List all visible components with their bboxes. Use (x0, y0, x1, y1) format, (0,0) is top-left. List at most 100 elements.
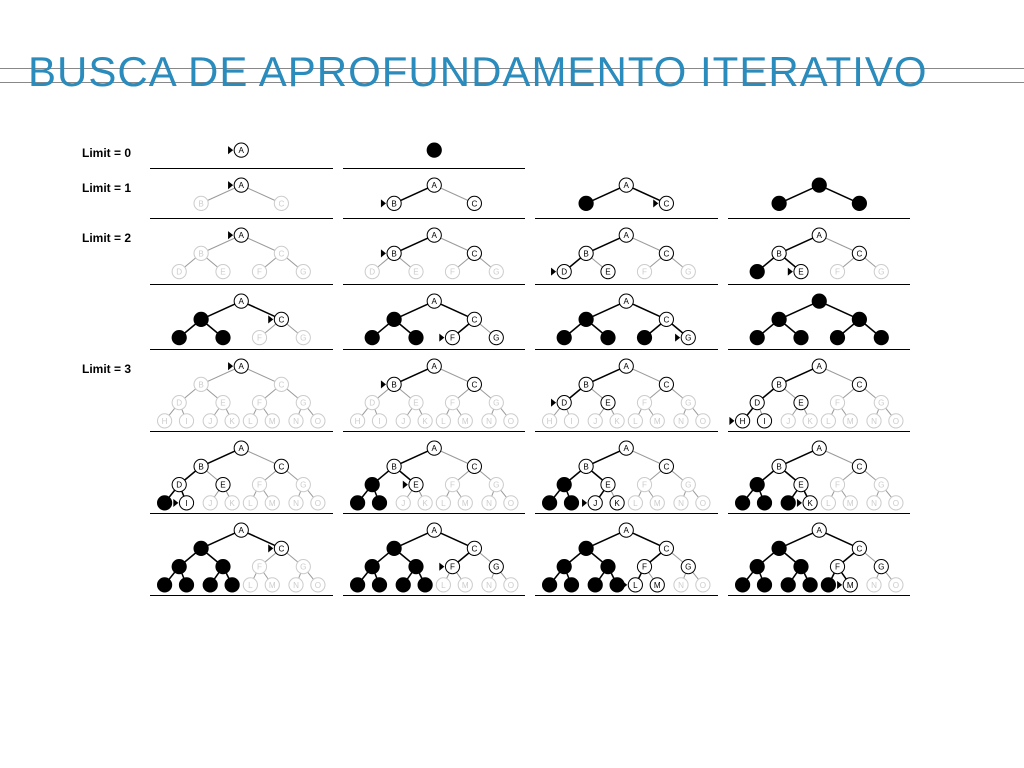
svg-text:E: E (413, 399, 419, 408)
svg-text:J: J (786, 417, 790, 426)
limit-label: Limit = 0 (82, 140, 150, 160)
svg-text:O: O (315, 417, 321, 426)
panel-underline (343, 218, 526, 219)
tree-panel: ACG (535, 291, 718, 351)
svg-text:D: D (176, 481, 182, 490)
panel-underline (728, 513, 911, 514)
svg-text:K: K (807, 417, 813, 426)
diagram-row: ACFGACFGACG (140, 291, 910, 351)
panel-underline (343, 595, 526, 596)
svg-text:A: A (431, 527, 437, 536)
tree-svg: ACFG (343, 291, 526, 348)
panel-underline (728, 595, 911, 596)
svg-text:F: F (835, 268, 840, 277)
svg-text:O: O (700, 581, 706, 590)
panel-underline (535, 349, 718, 350)
svg-text:A: A (431, 445, 437, 454)
svg-text:L: L (248, 581, 253, 590)
diagram-row: ABCDEFGIJKLMNOABCEFGJKLMNOABCEFGJKLMNOAB… (140, 438, 910, 514)
svg-text:D: D (561, 268, 567, 277)
svg-text:A: A (624, 363, 630, 372)
tree-svg: ABCDEFG (150, 225, 333, 282)
svg-text:M: M (461, 417, 468, 426)
svg-text:E: E (220, 399, 226, 408)
svg-text:F: F (257, 481, 262, 490)
panel-underline (150, 168, 333, 169)
svg-text:B: B (583, 249, 588, 258)
tree-panel: ABCDEFGHIJKLMNO (150, 356, 333, 432)
tree-panel (728, 291, 911, 351)
tree-panel: ACFGLMNO (150, 520, 333, 596)
svg-text:A: A (431, 231, 437, 240)
svg-text:K: K (422, 499, 428, 508)
svg-text:N: N (678, 581, 684, 590)
tree-svg: ACFGMNO (728, 520, 911, 593)
tree-panel: ABCDEFGHIJKLMNO (535, 356, 718, 432)
diagram-row: Limit = 0A (140, 140, 910, 169)
limit-label (82, 291, 150, 297)
svg-text:F: F (257, 563, 262, 572)
svg-text:G: G (685, 481, 691, 490)
svg-text:K: K (614, 417, 620, 426)
svg-text:L: L (441, 417, 446, 426)
svg-text:J: J (208, 417, 212, 426)
svg-text:D: D (369, 268, 375, 277)
svg-text:G: G (493, 333, 499, 342)
svg-text:G: G (685, 268, 691, 277)
svg-text:A: A (431, 363, 437, 372)
svg-text:L: L (826, 499, 831, 508)
svg-text:H: H (547, 417, 553, 426)
svg-text:A: A (239, 445, 245, 454)
svg-text:B: B (391, 200, 396, 209)
tree-panel: ABCDEFGIJKLMNO (150, 438, 333, 514)
svg-text:F: F (450, 481, 455, 490)
svg-text:L: L (248, 417, 253, 426)
svg-text:B: B (198, 381, 203, 390)
svg-text:C: C (278, 545, 284, 554)
svg-text:C: C (471, 200, 477, 209)
tree-svg: ABC (343, 175, 526, 216)
svg-text:F: F (450, 399, 455, 408)
svg-text:L: L (633, 499, 638, 508)
svg-text:C: C (856, 249, 862, 258)
tree-panel: AC (535, 175, 718, 219)
limit-label: Limit = 2 (82, 225, 150, 245)
svg-text:C: C (856, 381, 862, 390)
panel-underline (150, 218, 333, 219)
tree-svg: ABC (150, 175, 333, 216)
svg-text:J: J (593, 417, 597, 426)
panel-underline (535, 431, 718, 432)
svg-text:N: N (871, 581, 877, 590)
panel-underline (728, 218, 911, 219)
tree-panel: ABCEFGKLMNO (728, 438, 911, 514)
tree-panel: ABC (150, 175, 333, 219)
svg-text:O: O (892, 581, 898, 590)
svg-text:F: F (257, 333, 262, 342)
svg-text:C: C (856, 463, 862, 472)
svg-text:L: L (633, 417, 638, 426)
svg-text:G: G (493, 563, 499, 572)
diagram-row: ACFGLMNOACFGLMNOACFGLMNOACFGMNO (140, 520, 910, 596)
svg-text:C: C (663, 545, 669, 554)
svg-text:B: B (391, 463, 396, 472)
svg-text:O: O (507, 499, 513, 508)
panel-underline (150, 284, 333, 285)
svg-text:O: O (507, 417, 513, 426)
panel-underline (728, 349, 911, 350)
svg-text:K: K (614, 499, 620, 508)
svg-text:D: D (754, 399, 760, 408)
panel-group: ABCDEFGABCDEFGABCDEFGABCEFG (150, 225, 910, 285)
tree-svg: A (150, 140, 333, 166)
svg-text:M: M (269, 499, 276, 508)
svg-text:M: M (654, 499, 661, 508)
tree-panel: ABCEFGJKLMNO (343, 438, 526, 514)
panel-underline (150, 349, 333, 350)
panel-spacer (728, 140, 911, 169)
svg-text:C: C (471, 545, 477, 554)
svg-text:G: G (685, 333, 691, 342)
svg-text:F: F (257, 399, 262, 408)
svg-text:I: I (185, 417, 187, 426)
svg-text:G: G (493, 481, 499, 490)
svg-text:E: E (220, 481, 226, 490)
slide-title: BUSCA DE APROFUNDAMENTO ITERATIVO (28, 50, 928, 94)
